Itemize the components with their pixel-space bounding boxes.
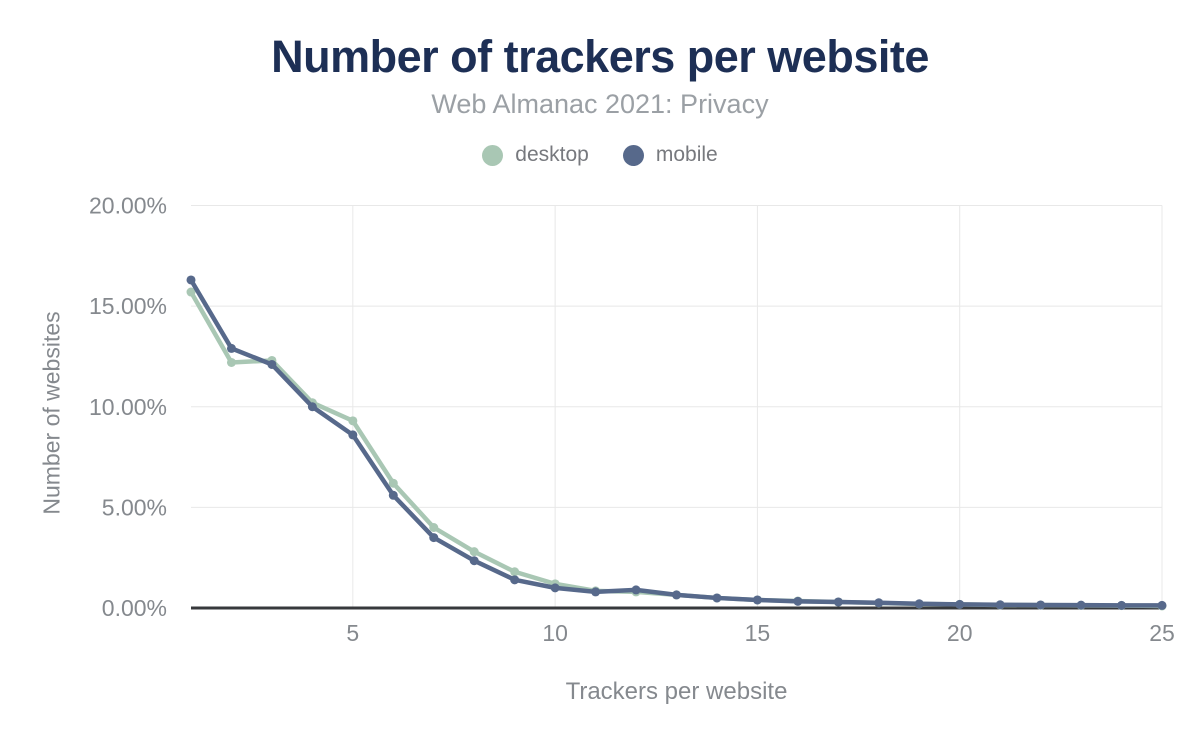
data-point-desktop: [186, 287, 196, 297]
data-point-mobile: [550, 583, 560, 593]
page-subtitle: Web Almanac 2021: Privacy: [431, 89, 769, 119]
page-title: Number of trackers per website: [271, 31, 929, 82]
data-point-desktop: [226, 357, 236, 367]
x-tick-label: 5: [346, 620, 359, 646]
data-point-desktop: [510, 567, 520, 577]
data-point-mobile: [469, 556, 479, 566]
data-point-mobile: [955, 599, 965, 609]
data-point-mobile: [1117, 600, 1127, 610]
desktop-series-swatch-icon: [482, 144, 504, 166]
data-point-mobile: [631, 585, 641, 595]
legend-label-desktop: desktop: [515, 143, 589, 166]
y-tick-label: 0.00%: [102, 595, 167, 621]
mobile-series-swatch-icon: [622, 144, 644, 166]
data-point-mobile: [267, 359, 277, 369]
data-point-mobile: [995, 600, 1005, 610]
data-point-mobile: [752, 595, 762, 605]
data-point-mobile: [874, 598, 884, 608]
data-point-mobile: [226, 343, 236, 353]
data-point-desktop: [348, 416, 358, 426]
series-line-desktop: [188, 289, 1165, 609]
data-point-mobile: [793, 596, 803, 606]
data-point-mobile: [388, 490, 398, 500]
y-tick-label: 10.00%: [89, 394, 167, 420]
series-line-mobile: [188, 277, 1165, 608]
data-point-mobile: [1157, 600, 1167, 610]
data-point-mobile: [591, 587, 601, 597]
data-point-desktop: [429, 523, 439, 532]
data-point-mobile: [348, 430, 358, 440]
x-tick-label: 10: [542, 620, 568, 646]
x-tick-label: 20: [947, 620, 973, 646]
x-tick-label: 25: [1149, 620, 1175, 646]
legend-item-desktop: desktop: [482, 143, 589, 167]
legend: desktop mobile: [0, 143, 1200, 167]
y-tick-label: 5.00%: [102, 494, 167, 520]
y-tick-label: 15.00%: [89, 293, 167, 319]
data-point-mobile: [712, 593, 722, 603]
data-point-mobile: [1036, 600, 1046, 610]
data-point-mobile: [510, 575, 520, 585]
legend-label-mobile: mobile: [655, 143, 718, 166]
y-axis-title: Number of websites: [38, 311, 65, 515]
data-point-mobile: [672, 590, 681, 600]
data-point-mobile: [914, 599, 924, 609]
data-point-mobile: [186, 275, 196, 285]
y-tick-label: 20.00%: [89, 193, 167, 219]
data-point-mobile: [429, 533, 439, 543]
x-axis-title: Trackers per website: [565, 678, 788, 705]
data-point-mobile: [307, 402, 317, 412]
legend-item-mobile: mobile: [622, 143, 718, 167]
data-point-desktop: [469, 547, 479, 557]
data-point-desktop: [388, 478, 398, 488]
data-point-mobile: [833, 597, 843, 607]
data-point-mobile: [1076, 600, 1086, 610]
x-tick-label: 15: [745, 620, 771, 646]
